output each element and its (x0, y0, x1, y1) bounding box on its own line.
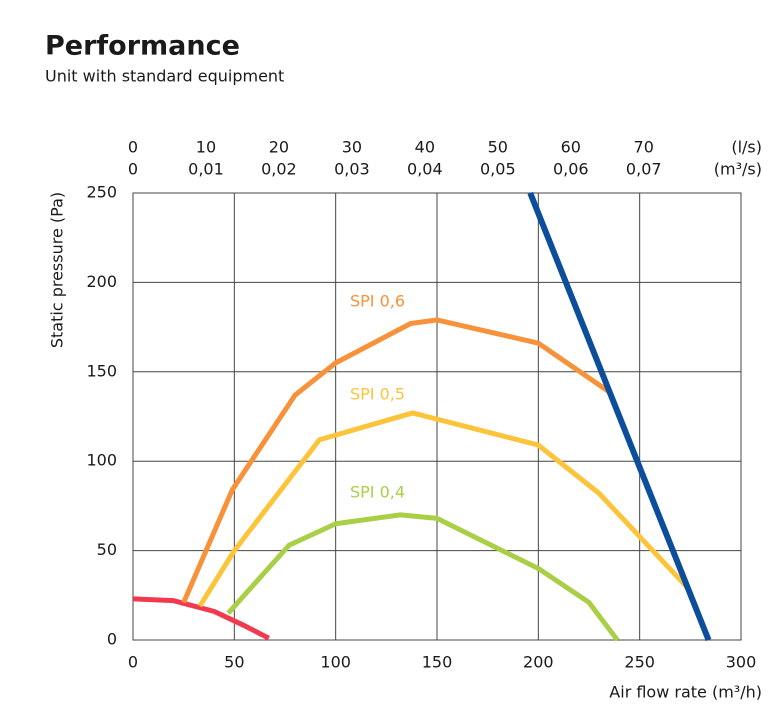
x3-unit: (m³/s) (714, 160, 762, 179)
x-tick-label: 150 (422, 653, 453, 672)
x3-tick-label: 0,03 (334, 160, 370, 179)
x2-tick-label: 20 (269, 138, 289, 157)
x-tick-label: 50 (224, 653, 244, 672)
x-tick-label: 0 (128, 653, 138, 672)
x2-tick-label: 60 (561, 138, 581, 157)
x2-tick-label: 30 (342, 138, 362, 157)
x-tick-label: 300 (726, 653, 757, 672)
x-tick-label: 100 (320, 653, 351, 672)
plot-frame (132, 192, 742, 641)
chart-subtitle: Unit with standard equipment (45, 67, 284, 86)
x2-tick-label: 70 (634, 138, 654, 157)
x2-tick-label: 50 (488, 138, 508, 157)
x3-tick-label: 0,04 (407, 160, 443, 179)
x3-tick-label: 0,01 (188, 160, 224, 179)
x3-tick-label: 0,07 (626, 160, 662, 179)
x3-tick-label: 0 (128, 160, 138, 179)
y-tick-label: 100 (86, 451, 117, 470)
x-axis-label: Air flow rate (m³/h) (609, 683, 762, 702)
curve (226, 512, 620, 642)
x-tick-label: 200 (523, 653, 554, 672)
y-tick-label: 250 (86, 183, 117, 202)
series-label: SPI 0,5 (350, 385, 405, 404)
x2-tick-label: 0 (128, 138, 138, 157)
curve (132, 596, 270, 641)
curve (527, 191, 712, 642)
y-tick-label: 50 (97, 540, 117, 559)
chart-title: Performance (45, 31, 240, 62)
x2-tick-label: 10 (196, 138, 216, 157)
curve (197, 410, 689, 608)
x3-tick-label: 0,05 (480, 160, 516, 179)
curve (181, 317, 613, 604)
y-tick-label: 200 (86, 272, 117, 291)
series-label: SPI 0,4 (350, 483, 405, 502)
x2-unit: (l/s) (731, 138, 762, 157)
x3-tick-label: 0,06 (553, 160, 589, 179)
x-tick-label: 250 (624, 653, 655, 672)
y-tick-label: 0 (107, 630, 117, 649)
x3-tick-label: 0,02 (261, 160, 297, 179)
x2-tick-label: 40 (415, 138, 435, 157)
y-tick-label: 150 (86, 361, 117, 380)
series-label: SPI 0,6 (350, 292, 405, 311)
y-axis-label: Static pressure (Pa) (48, 192, 67, 348)
